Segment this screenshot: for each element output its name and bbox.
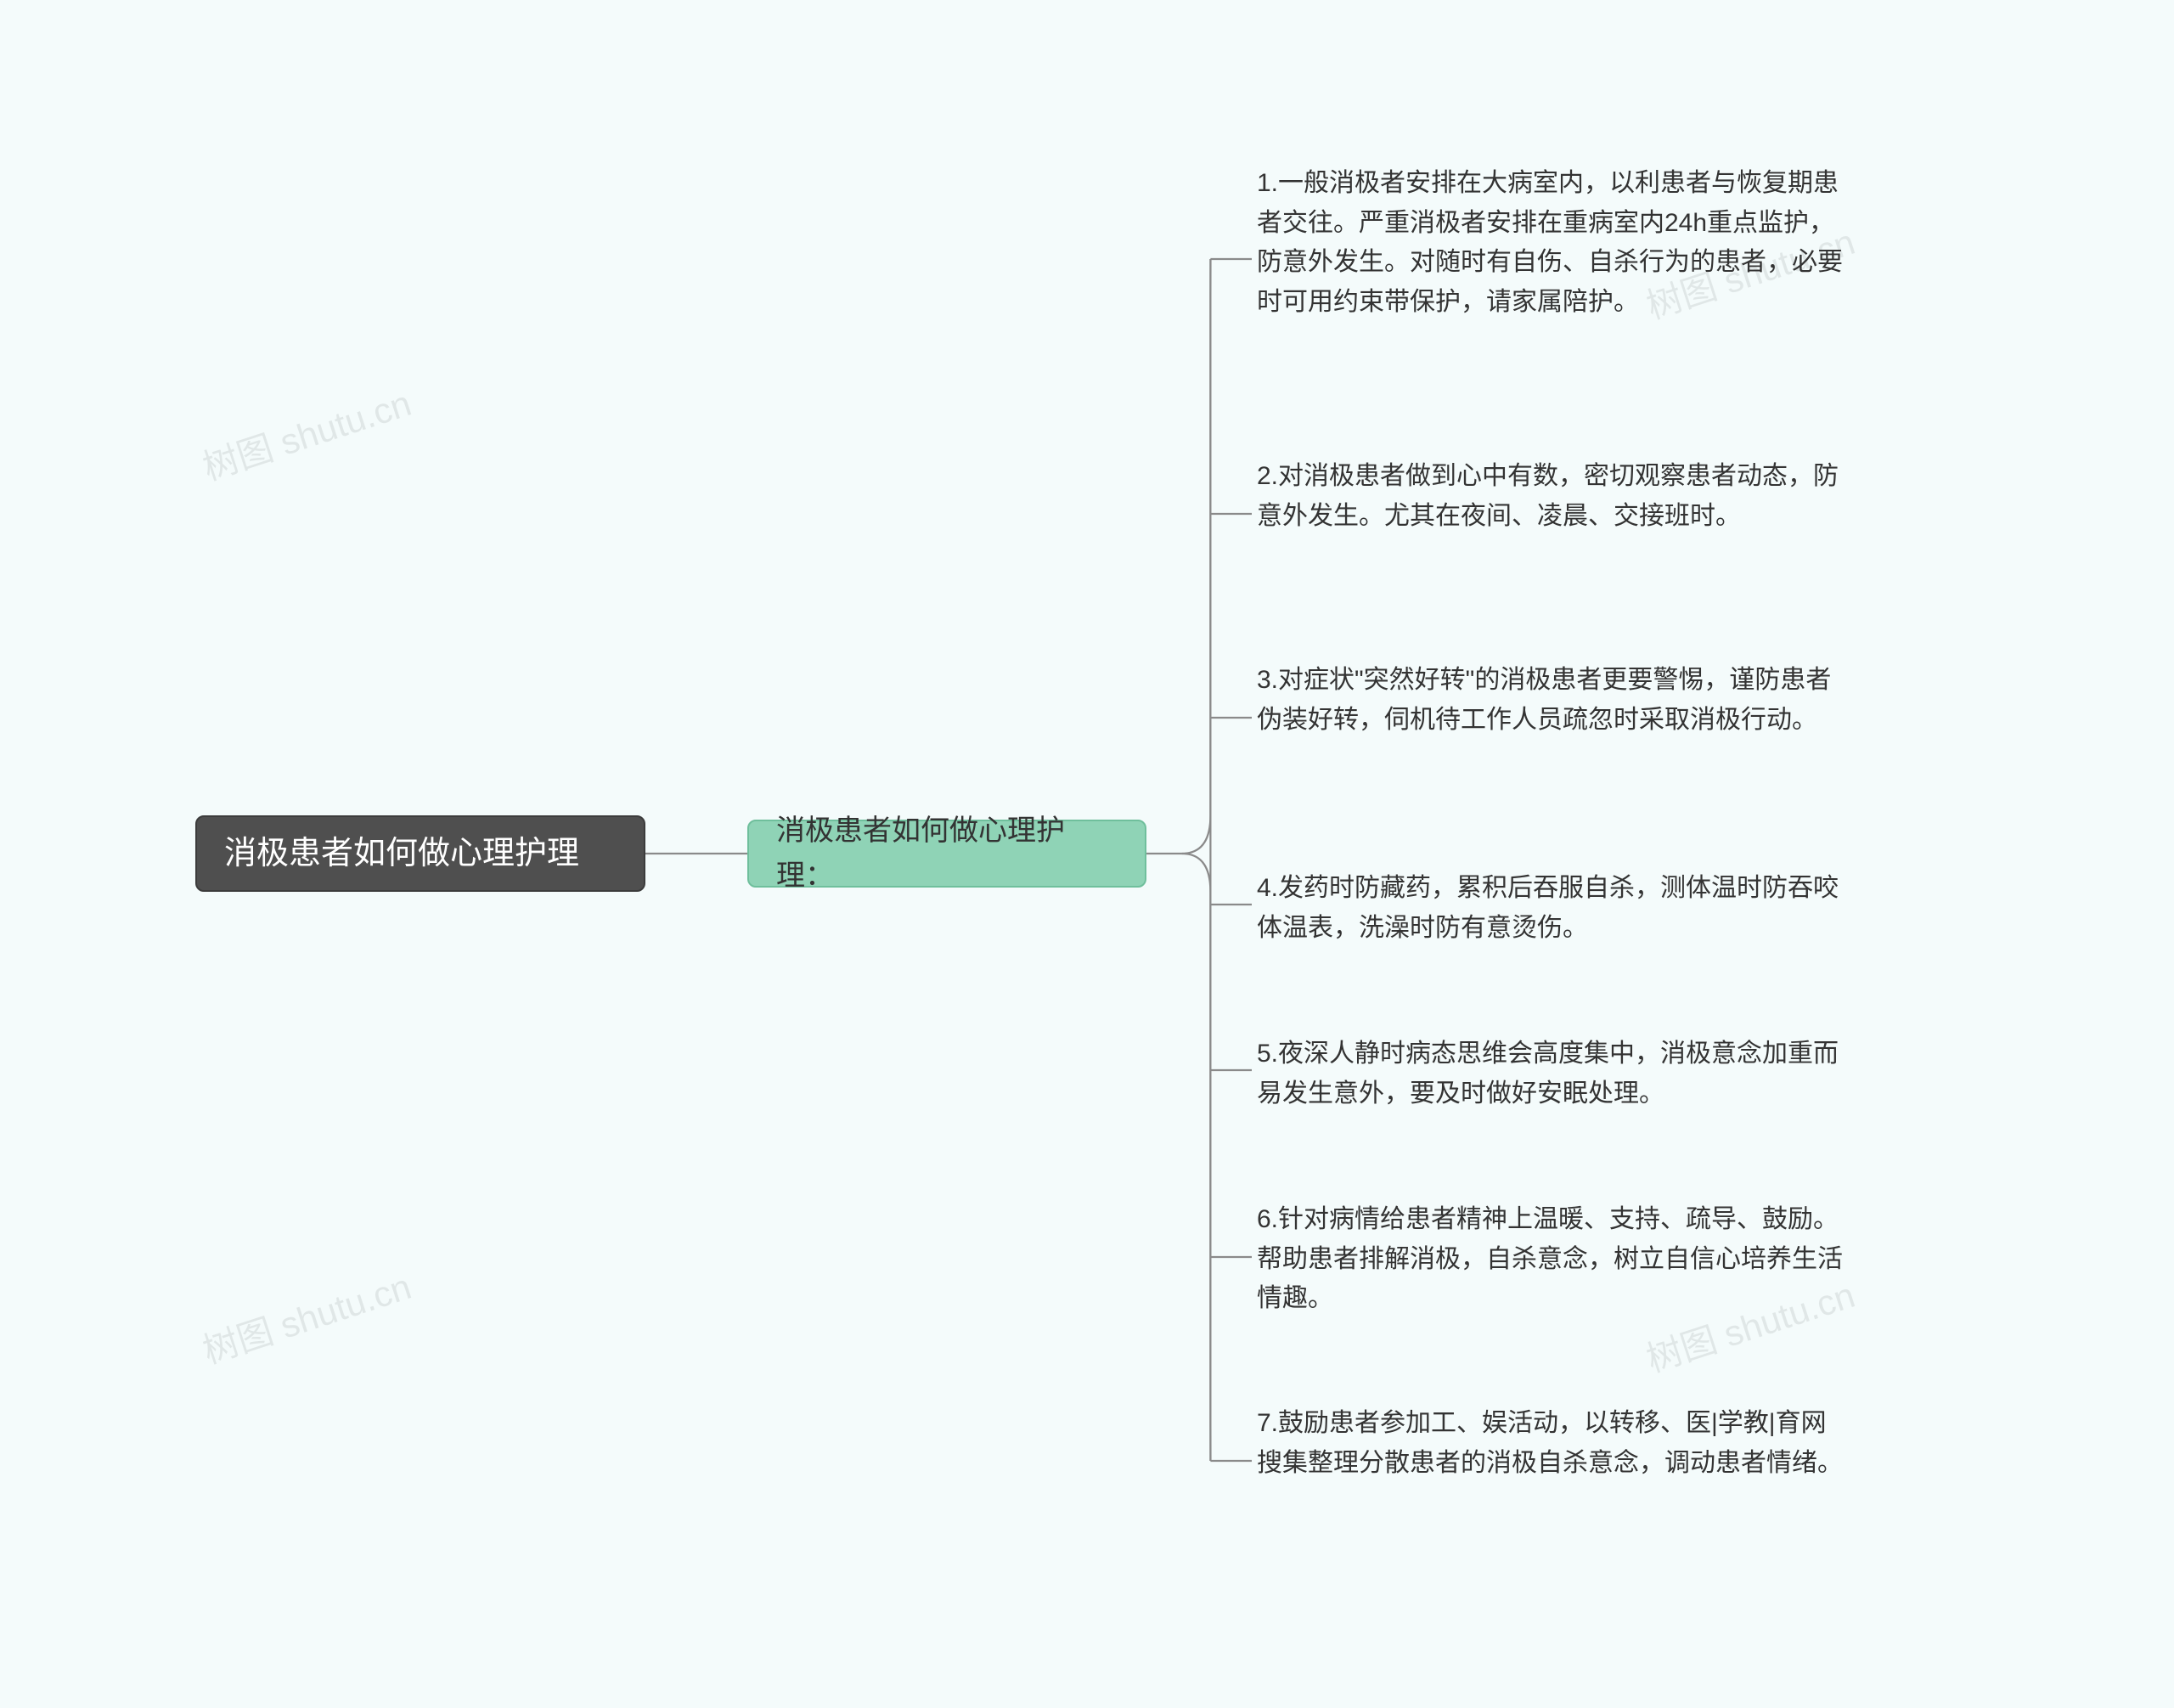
leaf-label: 1.一般消极者安排在大病室内，以利患者与恢复期患者交往。严重消极者安排在重病室内…	[1257, 164, 1843, 322]
root-node[interactable]: 消极患者如何做心理护理	[195, 815, 645, 892]
leaf-node[interactable]: 4.发药时防藏药，累积后吞服自杀，测体温时防吞咬体温表，洗澡时防有意烫伤。	[1257, 862, 1843, 955]
leaf-node[interactable]: 7.鼓励患者参加工、娱活动，以转移、医|学教|育网搜集整理分散患者的消极自杀意念…	[1257, 1397, 1843, 1490]
connector	[1182, 259, 1211, 854]
connector	[1182, 854, 1211, 1461]
root-label: 消极患者如何做心理护理	[224, 829, 579, 879]
watermark: 树图 shutu.cn	[195, 1258, 417, 1374]
leaf-label: 4.发药时防藏药，累积后吞服自杀，测体温时防吞咬体温表，洗澡时防有意烫伤。	[1257, 869, 1843, 948]
leaf-node[interactable]: 2.对消极患者做到心中有数，密切观察患者动态，防意外发生。尤其在夜间、凌晨、交接…	[1257, 450, 1843, 543]
mindmap-canvas: 树图 shutu.cn树图 shutu.cn树图 shutu.cn树图 shut…	[0, 0, 2174, 1708]
branch-label: 消极患者如何做心理护理：	[776, 809, 1118, 898]
leaf-label: 3.对症状"突然好转"的消极患者更要警惕，谨防患者伪装好转，伺机待工作人员疏忽时…	[1257, 661, 1843, 740]
leaf-label: 5.夜深人静时病态思维会高度集中，消极意念加重而易发生意外，要及时做好安眠处理。	[1257, 1034, 1843, 1113]
leaf-node[interactable]: 3.对症状"突然好转"的消极患者更要警惕，谨防患者伪装好转，伺机待工作人员疏忽时…	[1257, 654, 1843, 747]
watermark: 树图 shutu.cn	[195, 375, 417, 491]
leaf-label: 2.对消极患者做到心中有数，密切观察患者动态，防意外发生。尤其在夜间、凌晨、交接…	[1257, 457, 1843, 536]
leaf-node[interactable]: 1.一般消极者安排在大病室内，以利患者与恢复期患者交往。严重消极者安排在重病室内…	[1257, 157, 1843, 329]
leaf-label: 6.针对病情给患者精神上温暖、支持、疏导、鼓励。帮助患者排解消极，自杀意念，树立…	[1257, 1200, 1843, 1319]
branch-node[interactable]: 消极患者如何做心理护理：	[747, 820, 1146, 888]
leaf-node[interactable]: 5.夜深人静时病态思维会高度集中，消极意念加重而易发生意外，要及时做好安眠处理。	[1257, 1028, 1843, 1120]
leaf-node[interactable]: 6.针对病情给患者精神上温暖、支持、疏导、鼓励。帮助患者排解消极，自杀意念，树立…	[1257, 1193, 1843, 1326]
leaf-label: 7.鼓励患者参加工、娱活动，以转移、医|学教|育网搜集整理分散患者的消极自杀意念…	[1257, 1404, 1843, 1483]
